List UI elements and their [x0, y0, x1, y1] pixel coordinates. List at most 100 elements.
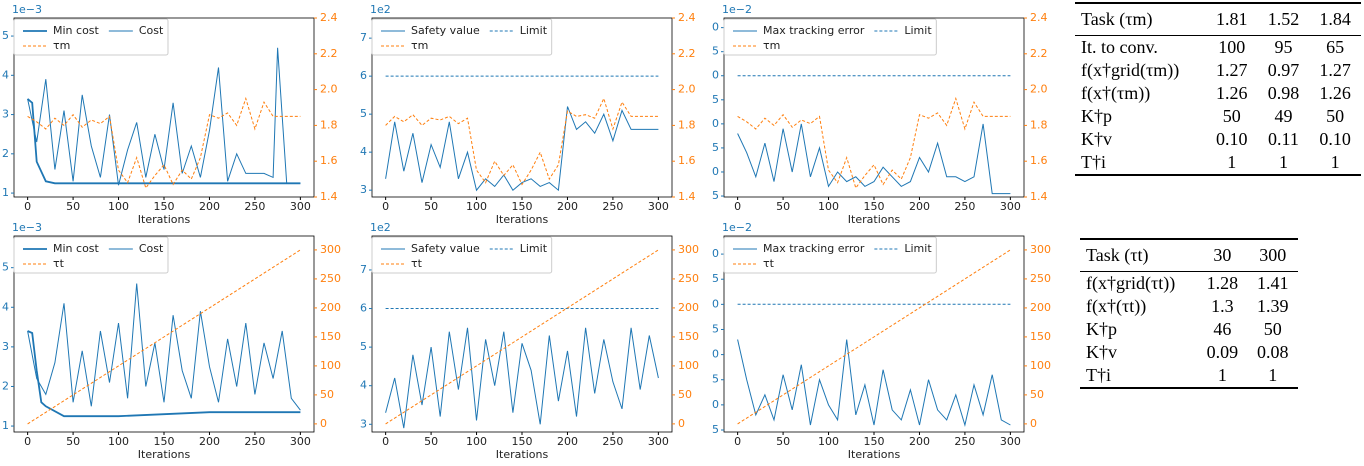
- y-tick-label: 0: [712, 247, 719, 260]
- x-tick-label: 100: [466, 435, 487, 448]
- y2-tick-label: 150: [678, 330, 699, 343]
- y2-tick-label: 2.2: [1030, 47, 1048, 60]
- y-offset-label: 1e−3: [12, 221, 42, 234]
- panel: 0 50 100 150 200 250 300 Iterations 3 4 5 6 7 1e2 1.4 1…: [360, 3, 696, 226]
- y2-tick-label: 250: [320, 272, 341, 285]
- x-tick-label: 300: [648, 435, 669, 448]
- table-cell: 1.41: [1257, 273, 1289, 293]
- table-cell: 0.11: [1268, 129, 1299, 149]
- y-tick-label: 5: [712, 189, 719, 202]
- legend-label: Safety value: [411, 242, 480, 255]
- table-cell: 1: [1268, 365, 1278, 385]
- row-label: f(x†grid(τm)): [1081, 60, 1180, 80]
- y-tick-label: 7: [360, 263, 367, 276]
- legend-label: τt: [53, 257, 65, 270]
- table-cell: 1.26: [1319, 83, 1351, 103]
- series-line: [737, 339, 1011, 427]
- y-tick-label: 2: [2, 147, 9, 160]
- y2-tick-label: 0: [1030, 417, 1037, 430]
- table-cell: 46: [1213, 319, 1232, 339]
- x-tick-label: 150: [864, 435, 885, 448]
- y2-tick-label: 300: [320, 243, 341, 256]
- x-tick-label: 150: [864, 200, 885, 213]
- legend-box: [13, 236, 169, 274]
- y2-tick-label: 50: [678, 388, 692, 401]
- y2-tick-label: 200: [678, 301, 699, 314]
- legend-label: Cost: [139, 242, 164, 255]
- x-tick-label: 250: [954, 435, 975, 448]
- y-tick-label: 5: [2, 29, 9, 42]
- x-tick-label: 300: [290, 200, 311, 213]
- legend-label: τt: [411, 257, 423, 270]
- y-tick-label: 4: [2, 68, 9, 81]
- header-cell: 300: [1247, 239, 1298, 272]
- series-line: [27, 249, 301, 425]
- table-cell: 100: [1218, 37, 1246, 57]
- y2-tick-label: 50: [320, 388, 334, 401]
- y-tick-label: 0: [712, 117, 719, 130]
- series-line: [737, 249, 1011, 425]
- legend: Min cost Cost τt: [13, 236, 169, 274]
- x-tick-label: 200: [199, 200, 220, 213]
- header-cell: Task (τm): [1075, 3, 1206, 36]
- y2-tick-label: 2.2: [320, 47, 338, 60]
- series-line: [27, 283, 301, 411]
- y-tick-label: 4: [360, 379, 367, 392]
- legend-label: τt: [763, 257, 775, 270]
- y-offset-label: 1e−2: [722, 221, 752, 234]
- panel: 0 50 100 150 200 250 300 Iterations 1 2 3 4 5 1e−3 0 50…: [2, 221, 341, 461]
- x-tick-label: 250: [602, 435, 623, 448]
- legend-label: Min cost: [53, 24, 100, 37]
- legend-label: Max tracking error: [763, 24, 865, 37]
- x-axis-label: Iterations: [848, 448, 901, 461]
- series-line: [27, 96, 301, 190]
- y2-tick-label: 100: [320, 359, 341, 372]
- y2-tick-label: 1.6: [1030, 154, 1048, 167]
- y-offset-label: 1e2: [370, 3, 391, 16]
- series-line: [27, 98, 301, 185]
- table-cell: 0.98: [1267, 83, 1300, 103]
- x-tick-label: 0: [24, 435, 31, 448]
- y2-tick-label: 0: [678, 417, 685, 430]
- table-cell: 65: [1326, 37, 1345, 57]
- y2-tick-label: 2.0: [1030, 83, 1048, 96]
- y-tick-label: 0: [712, 297, 719, 310]
- table-cell: 50: [1222, 106, 1241, 126]
- series-line: [27, 330, 301, 418]
- x-tick-label: 100: [108, 200, 129, 213]
- y-tick-label: 6: [360, 69, 367, 82]
- x-tick-label: 50: [66, 435, 80, 448]
- table-cell: 50: [1263, 319, 1282, 339]
- y2-tick-label: 250: [678, 272, 699, 285]
- table-cell: 1: [1330, 152, 1340, 172]
- charts: 0 50 100 150 200 250 300Iterations123451e−31.4…: [2, 3, 1051, 461]
- y2-tick-label: 200: [320, 301, 341, 314]
- y-tick-label: 3: [2, 108, 9, 121]
- x-tick-label: 300: [648, 200, 669, 213]
- y2-tick-label: 1.6: [678, 154, 696, 167]
- x-axis-label: Iterations: [138, 448, 191, 461]
- legend-box: [723, 18, 937, 56]
- header-cell: 1.84: [1309, 3, 1361, 36]
- y2-tick-label: 2.0: [678, 83, 696, 96]
- panel: 0 50 100 150 200 250 300Iterations505050501e−2…: [712, 3, 1048, 226]
- row-label: f(x†(τm)): [1081, 83, 1151, 103]
- legend-label: Safety value: [411, 24, 480, 37]
- table-row: T†i 1 1 1: [1075, 151, 1361, 175]
- legend: Safety value Limit τt: [371, 236, 553, 274]
- x-tick-label: 150: [512, 435, 533, 448]
- y-tick-label: 3: [360, 183, 367, 196]
- legend-box: [723, 236, 937, 274]
- table-row: f(x†(τm)) 1.26 0.98 1.26: [1075, 82, 1361, 105]
- header-cell: 1.81: [1205, 3, 1258, 36]
- x-tick-label: 300: [1000, 200, 1021, 213]
- row-label: It. to conv.: [1081, 37, 1158, 57]
- y2-tick-label: 250: [1030, 272, 1051, 285]
- table-row: f(x†grid(τm)) 1.27 0.97 1.27: [1075, 59, 1361, 82]
- y2-tick-label: 1.4: [1030, 190, 1048, 203]
- y2-tick-label: 2.4: [320, 11, 338, 24]
- header-cell: 30: [1197, 239, 1248, 272]
- y2-tick-label: 2.4: [1030, 11, 1048, 24]
- x-tick-label: 200: [909, 200, 930, 213]
- y2-tick-label: 300: [678, 243, 699, 256]
